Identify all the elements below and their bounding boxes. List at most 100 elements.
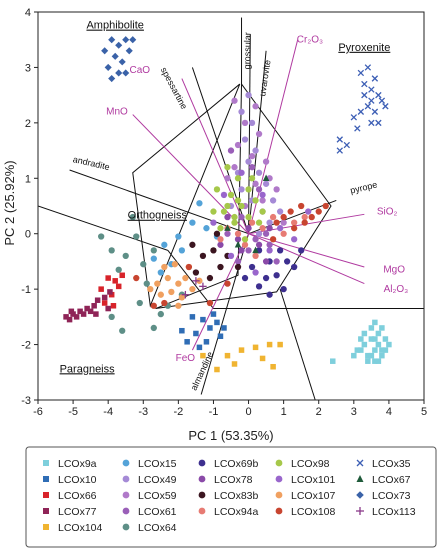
data-point [364,64,372,71]
data-point [171,261,179,268]
data-point [248,152,256,160]
legend-label: LCOx9a [58,458,97,470]
data-point [179,327,185,334]
data-point [241,274,249,282]
data-point [91,303,97,309]
data-point [118,58,126,66]
data-point [351,352,357,359]
data-point [115,41,123,49]
legend-marker [275,507,283,515]
x-tick-label: -4 [103,406,113,418]
data-point [368,352,375,359]
data-point [115,266,122,273]
data-point [365,352,371,359]
data-point [234,263,242,271]
region-label: Pyroxenite [338,42,390,54]
data-point [238,347,245,353]
data-point [273,258,280,265]
legend-marker [198,475,206,483]
series-LCOx15 [150,200,221,276]
data-point [280,230,287,237]
x-tick-label: -5 [68,406,78,418]
data-point [315,208,322,215]
legend-label: LCOx108 [291,506,336,518]
data-point [241,241,249,248]
data-point [252,180,259,187]
data-point [87,308,94,315]
data-point [221,325,227,331]
legend-marker [356,475,364,482]
data-point [301,219,308,226]
data-point [372,319,378,326]
legend-marker [122,459,130,467]
legend-label: LCOx67 [372,474,411,486]
vector-label: spessartine [159,66,189,111]
data-point [147,285,154,293]
data-point [245,225,252,232]
legend-label: LCOx69b [214,458,259,470]
plot-frame [37,11,425,401]
data-point [101,47,109,55]
legend-label: LCOx107 [291,490,336,502]
vector-label: CaO [129,65,150,76]
legend-item: LCOx78 [198,474,253,486]
data-point [207,325,213,331]
data-point [375,358,382,364]
data-point [386,341,392,348]
data-point [379,347,385,353]
series-LCOx9a [330,319,392,364]
data-point [122,69,130,77]
data-point [157,291,164,298]
data-point [150,302,157,309]
series-LCOx64 [98,213,186,334]
legend-item: LCOx98 [275,458,330,470]
data-point [354,125,361,132]
legend-item: LCOx94a [198,506,259,518]
data-point [154,280,161,287]
data-point [255,169,263,176]
legend-marker [43,508,49,514]
data-point [241,236,249,243]
data-point [94,297,101,303]
data-point [266,341,273,348]
data-point [157,269,164,276]
region-polygon [155,82,332,310]
data-point [98,233,105,240]
data-point [255,230,263,237]
legend-label: LCOx73 [372,490,411,502]
data-point [63,314,69,320]
x-tick-label: -1 [209,406,219,418]
data-point [262,230,270,237]
x-tick-label: -2 [173,406,183,418]
legend-item: LCOx77 [43,506,97,518]
region-label: Orthogneiss [128,210,188,222]
data-point [248,175,256,182]
x-tick-label: 1 [281,406,287,418]
legend-marker [356,507,364,515]
legend-item: LCOx35 [356,458,411,470]
data-point [105,275,111,281]
series-LCOx78 [217,213,273,265]
data-point [238,202,245,210]
data-point [192,277,200,285]
data-point [217,263,224,271]
y-tick-label: 2 [25,118,31,130]
legend: LCOx9a LCOx10 LCOx66 LCOx77 LCOx104 LCOx15 LCO… [25,446,437,548]
data-point [322,202,329,210]
legend-marker [198,507,206,515]
vector-label: uvarovite [257,59,272,97]
legend-marker [275,491,283,499]
data-point [193,330,199,337]
data-point [287,208,294,215]
legend-item: LCOx83b [198,490,259,502]
legend-marker [43,460,49,466]
legend-label: LCOx59 [138,490,177,502]
data-point [305,208,312,215]
data-point [210,208,217,215]
legend-marker [275,475,283,483]
data-point [84,305,90,312]
data-point [140,261,147,268]
data-point [252,197,259,204]
data-point [108,313,115,321]
data-point [252,236,259,243]
